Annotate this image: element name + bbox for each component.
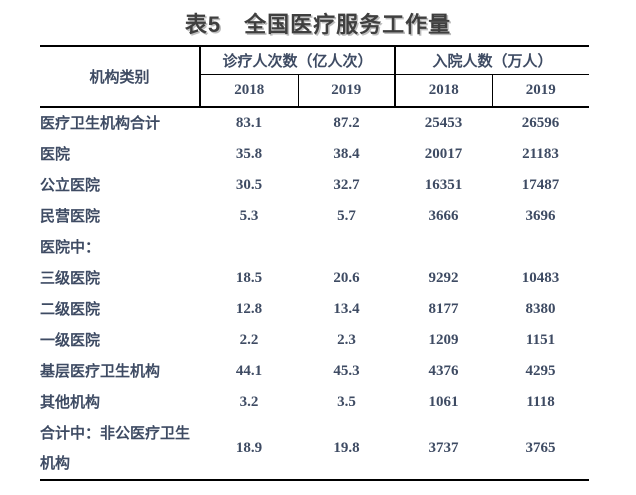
- cell-value: 87.2: [333, 115, 360, 131]
- cell-value: 20017: [424, 146, 463, 162]
- row-label: 三级医院: [40, 270, 101, 287]
- table-row: 三级医院 18.5 20.6 9292 10483: [40, 263, 589, 294]
- cell-value: 25453: [424, 115, 463, 131]
- cell-value: 18.5: [235, 270, 263, 286]
- cell-value: 3.2: [239, 394, 259, 410]
- row-label: 基层医疗卫生机构: [40, 363, 161, 380]
- cell-value: 13.4: [333, 301, 360, 317]
- cell-value: 35.8: [235, 146, 263, 162]
- cell-value: 10483: [521, 270, 560, 286]
- cell-value: 12.8: [235, 301, 263, 317]
- cell-value: 38.4: [333, 146, 360, 162]
- header-group-row: 机构类别 诊疗人次数（亿人次） 入院人数（万人）: [40, 46, 590, 108]
- cell-value: 17487: [521, 177, 560, 193]
- header-group-outpatient-visits: 诊疗人次数（亿人次）: [200, 46, 397, 75]
- table-row: 公立医院 30.5 32.7 16351 17487: [40, 170, 589, 201]
- cell-value: 19.8: [333, 440, 360, 456]
- cell-value: 5.3: [239, 208, 259, 224]
- cell-value: 3765: [525, 440, 556, 456]
- row-label: 其他机构: [40, 394, 101, 411]
- header-year-admissions-2019: 2019: [492, 74, 590, 108]
- cell-value: [492, 232, 589, 263]
- cell-value: 21183: [522, 146, 559, 162]
- cell-value: 3737: [428, 440, 459, 456]
- table-row: 民营医院 5.3 5.7 3666 3696: [40, 201, 589, 232]
- cell-value: 83.1: [235, 115, 263, 131]
- row-label: 医疗卫生机构合计: [40, 115, 161, 132]
- table-body: 医疗卫生机构合计 83.1 87.2 25453 26596 医院 35.8 3…: [40, 107, 589, 480]
- cell-value: 16351: [424, 177, 463, 193]
- row-label: 合计中：非公医疗卫生机构: [40, 425, 191, 472]
- row-label: 公立医院: [40, 177, 101, 194]
- row-label: 医院: [40, 146, 71, 163]
- header-year-visits-2019: 2019: [298, 74, 397, 108]
- row-label: 民营医院: [40, 208, 101, 225]
- table-row: 基层医疗卫生机构 44.1 45.3 4376 4295: [40, 356, 589, 387]
- header-group-admissions: 入院人数（万人）: [395, 46, 590, 75]
- cell-value: 8177: [428, 301, 459, 317]
- cell-value: 20.6: [333, 270, 360, 286]
- table-header: 机构类别 诊疗人次数（亿人次） 入院人数（万人） 2018 2019 2018 …: [40, 46, 590, 108]
- cell-value: 1118: [526, 394, 555, 410]
- table-row: 合计中：非公医疗卫生机构 18.9 19.8 3737 3765: [40, 418, 589, 480]
- cell-value: 4376: [428, 363, 459, 379]
- cell-value: 18.9: [235, 440, 263, 456]
- medical-service-workload-table: 机构类别 诊疗人次数（亿人次） 入院人数（万人） 2018 2019 2018 …: [40, 45, 590, 481]
- table-row: 其他机构 3.2 3.5 1061 1118: [40, 387, 589, 418]
- header-years-row: 2018 2019 2018 2019: [40, 74, 590, 108]
- cell-value: 3696: [525, 208, 556, 224]
- cell-value: 26596: [521, 115, 560, 131]
- table-row: 二级医院 12.8 13.4 8177 8380: [40, 294, 589, 325]
- header-year-visits-2018: 2018: [200, 74, 299, 108]
- row-label: 医院中：: [40, 239, 101, 256]
- cell-value: [395, 232, 492, 263]
- cell-value: 2.2: [239, 332, 259, 348]
- table-row: 医疗卫生机构合计 83.1 87.2 25453 26596: [40, 107, 589, 139]
- cell-value: 45.3: [333, 363, 360, 379]
- header-category: 机构类别: [40, 46, 201, 108]
- cell-value: 3666: [428, 208, 459, 224]
- header-year-admissions-2018: 2018: [395, 74, 493, 108]
- cell-value: 32.7: [333, 177, 360, 193]
- row-label: 一级医院: [40, 332, 101, 349]
- cell-value: 9292: [428, 270, 459, 286]
- cell-value: 44.1: [235, 363, 263, 379]
- cell-value: [298, 232, 395, 263]
- cell-value: 2.3: [337, 332, 356, 348]
- row-label: 二级医院: [40, 301, 101, 318]
- table-row: 一级医院 2.2 2.3 1209 1151: [40, 325, 589, 356]
- table-row: 医院 35.8 38.4 20017 21183: [40, 139, 589, 170]
- cell-value: 4295: [525, 363, 556, 379]
- cell-value: 5.7: [337, 208, 356, 224]
- cell-value: 1209: [428, 332, 459, 348]
- cell-value: 3.5: [337, 394, 356, 410]
- cell-value: 30.5: [235, 177, 263, 193]
- cell-value: 1151: [525, 332, 556, 348]
- cell-value: 8380: [525, 301, 556, 317]
- cell-value: 1061: [428, 394, 459, 410]
- table-row: 医院中：: [40, 232, 589, 263]
- page-title: 表5 全国医疗服务工作量: [184, 12, 452, 37]
- cell-value: [200, 232, 298, 263]
